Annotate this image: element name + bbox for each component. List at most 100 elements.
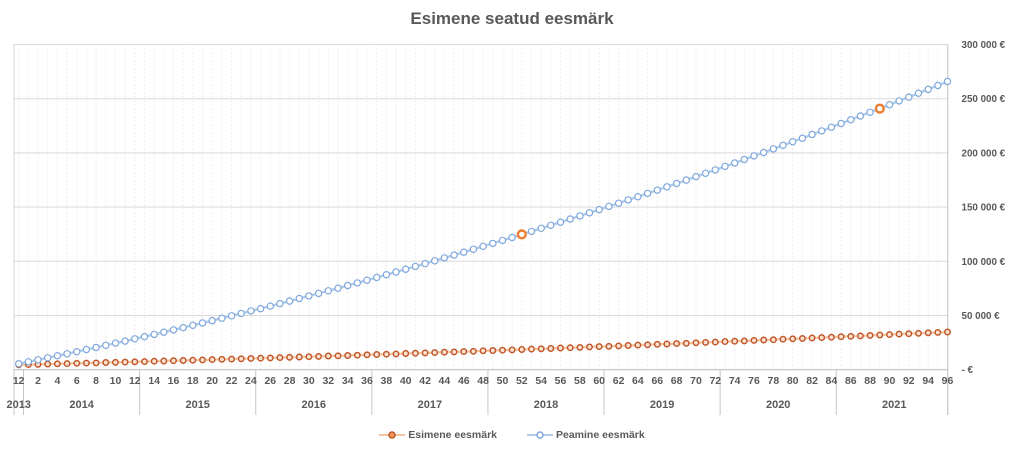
data-point-marker[interactable] [421, 259, 429, 268]
highlight-marker[interactable] [874, 103, 885, 114]
data-point-marker[interactable] [237, 355, 245, 363]
data-point-marker[interactable] [905, 93, 913, 101]
data-point-marker[interactable] [140, 332, 149, 341]
data-point-marker[interactable] [469, 245, 478, 253]
data-point-marker[interactable] [934, 328, 942, 336]
data-point-marker[interactable] [363, 351, 371, 359]
data-point-marker[interactable] [266, 302, 274, 310]
data-point-marker[interactable] [305, 353, 313, 361]
data-point-marker[interactable] [566, 344, 574, 352]
data-point-marker[interactable] [701, 169, 710, 177]
data-point-marker[interactable] [34, 356, 42, 364]
data-point-marker[interactable] [334, 352, 342, 360]
data-point-marker[interactable] [112, 358, 119, 366]
data-point-marker[interactable] [402, 350, 410, 357]
data-point-marker[interactable] [479, 242, 487, 250]
data-point-marker[interactable] [170, 357, 177, 365]
data-point-marker[interactable] [247, 307, 255, 315]
data-point-marker[interactable] [469, 347, 477, 355]
data-point-marker[interactable] [508, 346, 516, 354]
data-point-marker[interactable] [866, 108, 874, 117]
data-point-marker[interactable] [131, 358, 139, 366]
data-point-marker[interactable] [189, 356, 197, 364]
data-point-marker[interactable] [537, 224, 545, 232]
data-point-marker[interactable] [44, 354, 52, 362]
data-point-marker[interactable] [344, 352, 352, 359]
data-point-marker[interactable] [411, 349, 419, 357]
data-point-marker[interactable] [615, 342, 623, 350]
data-point-marker[interactable] [644, 341, 652, 349]
data-point-marker[interactable] [63, 360, 71, 368]
data-point-marker[interactable] [169, 326, 178, 334]
data-point-marker[interactable] [431, 349, 439, 357]
data-point-marker[interactable] [740, 155, 749, 164]
data-point-marker[interactable] [276, 299, 284, 308]
data-point-marker[interactable] [914, 89, 923, 97]
data-point-marker[interactable] [750, 152, 758, 160]
data-point-marker[interactable] [518, 346, 526, 353]
data-point-marker[interactable] [721, 338, 729, 346]
data-point-marker[interactable] [498, 236, 507, 245]
data-point-marker[interactable] [82, 359, 90, 367]
data-point-marker[interactable] [189, 321, 197, 329]
data-point-marker[interactable] [827, 333, 835, 341]
data-point-marker[interactable] [102, 359, 110, 366]
data-point-marker[interactable] [334, 284, 342, 292]
data-point-marker[interactable] [895, 330, 903, 338]
data-point-marker[interactable] [489, 347, 497, 354]
data-point-marker[interactable] [295, 294, 303, 303]
data-point-marker[interactable] [266, 354, 274, 362]
data-point-marker[interactable] [121, 337, 129, 345]
data-point-marker[interactable] [624, 196, 632, 204]
highlight-marker[interactable] [516, 229, 527, 240]
data-point-marker[interactable] [663, 340, 671, 348]
data-point-marker[interactable] [198, 319, 207, 327]
data-point-marker[interactable] [798, 334, 806, 342]
data-point-marker[interactable] [218, 314, 226, 322]
data-point-marker[interactable] [228, 355, 236, 363]
data-point-marker[interactable] [731, 337, 739, 345]
data-point-marker[interactable] [769, 336, 777, 344]
data-point-marker[interactable] [208, 356, 216, 364]
data-point-marker[interactable] [160, 357, 168, 365]
data-point-marker[interactable] [943, 77, 952, 86]
data-point-marker[interactable] [847, 115, 855, 124]
data-point-marker[interactable] [382, 271, 391, 279]
data-point-marker[interactable] [295, 353, 303, 361]
data-point-marker[interactable] [576, 343, 584, 351]
data-point-marker[interactable] [131, 335, 139, 343]
data-point-marker[interactable] [121, 358, 129, 366]
data-point-marker[interactable] [886, 331, 893, 339]
data-point-marker[interactable] [276, 354, 284, 362]
data-point-marker[interactable] [837, 119, 845, 128]
data-point-marker[interactable] [179, 323, 187, 332]
data-point-marker[interactable] [218, 355, 226, 363]
data-point-marker[interactable] [411, 262, 420, 271]
data-point-marker[interactable] [353, 279, 361, 287]
data-point-marker[interactable] [547, 345, 555, 352]
data-point-marker[interactable] [740, 337, 748, 345]
data-point-marker[interactable] [818, 127, 826, 135]
data-point-marker[interactable] [315, 352, 323, 360]
data-point-marker[interactable] [324, 287, 332, 295]
data-point-marker[interactable] [537, 345, 545, 353]
data-point-marker[interactable] [856, 332, 864, 340]
data-point-marker[interactable] [450, 251, 458, 259]
data-point-marker[interactable] [885, 100, 894, 109]
data-point-marker[interactable] [692, 339, 700, 347]
data-point-marker[interactable] [721, 162, 729, 171]
data-point-marker[interactable] [344, 281, 352, 290]
data-point-marker[interactable] [305, 292, 313, 300]
data-point-marker[interactable] [431, 257, 439, 265]
data-point-marker[interactable] [614, 199, 623, 207]
data-point-marker[interactable] [508, 233, 516, 242]
data-point-marker[interactable] [556, 218, 565, 226]
data-point-marker[interactable] [586, 343, 593, 351]
data-point-marker[interactable] [53, 352, 62, 360]
data-point-marker[interactable] [392, 350, 400, 358]
data-point-marker[interactable] [682, 339, 690, 347]
data-point-marker[interactable] [682, 176, 691, 184]
data-point-marker[interactable] [808, 130, 816, 139]
data-point-marker[interactable] [634, 192, 642, 201]
data-point-marker[interactable] [421, 349, 429, 357]
